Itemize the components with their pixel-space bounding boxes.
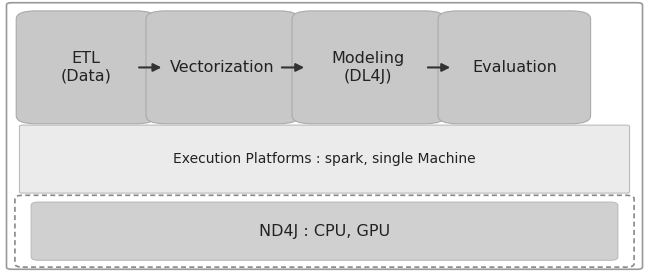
Text: ND4J : CPU, GPU: ND4J : CPU, GPU <box>259 224 390 239</box>
FancyBboxPatch shape <box>438 11 591 124</box>
FancyBboxPatch shape <box>6 3 643 269</box>
FancyBboxPatch shape <box>19 125 630 193</box>
FancyBboxPatch shape <box>16 11 156 124</box>
Text: Execution Platforms : spark, single Machine: Execution Platforms : spark, single Mach… <box>173 152 476 166</box>
FancyBboxPatch shape <box>31 202 618 260</box>
Text: Vectorization: Vectorization <box>170 60 275 75</box>
FancyBboxPatch shape <box>15 195 634 267</box>
FancyBboxPatch shape <box>292 11 445 124</box>
Text: ETL
(Data): ETL (Data) <box>60 51 112 84</box>
Text: Evaluation: Evaluation <box>472 60 557 75</box>
Text: Modeling
(DL4J): Modeling (DL4J) <box>332 51 405 84</box>
FancyBboxPatch shape <box>146 11 299 124</box>
